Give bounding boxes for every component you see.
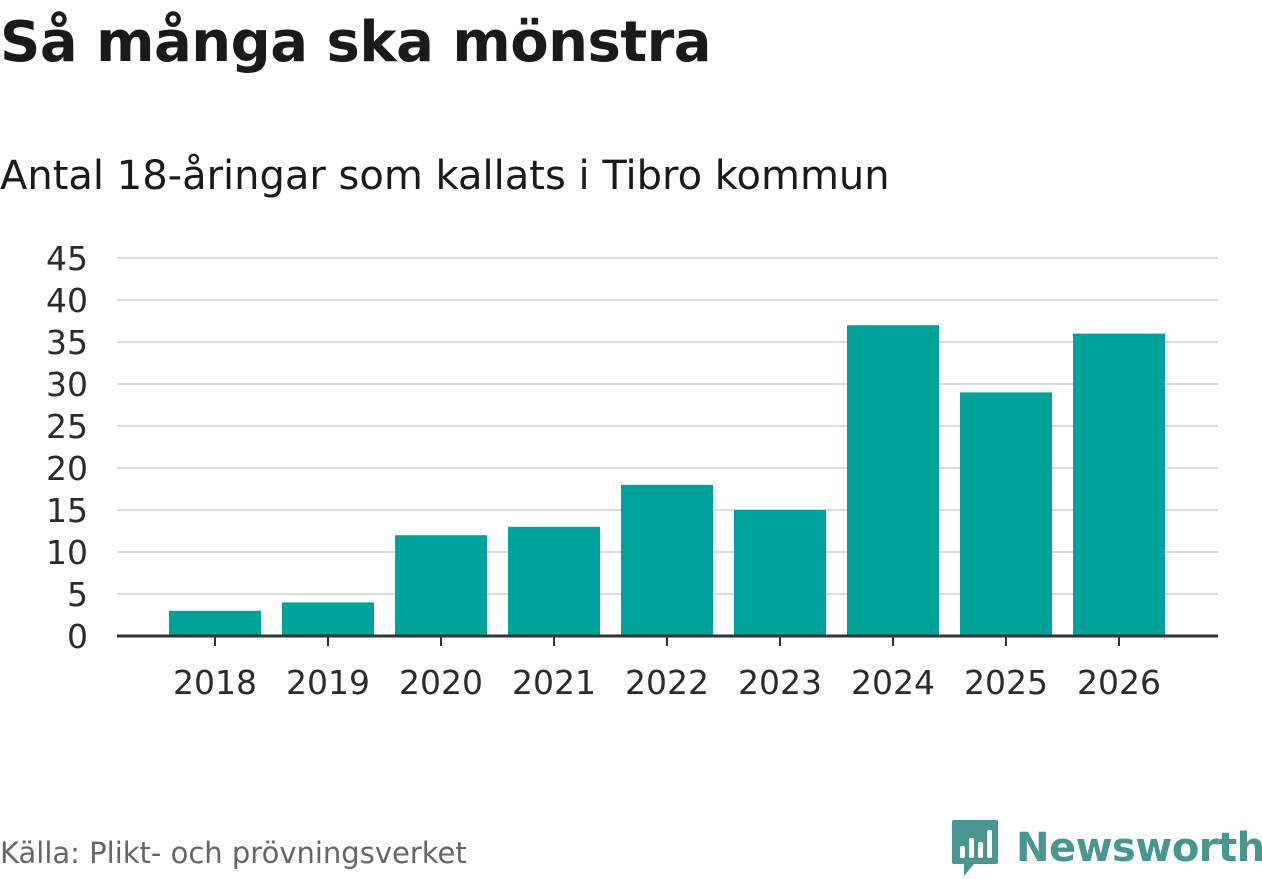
y-tick-label: 25 <box>46 407 88 446</box>
bar-2020 <box>395 535 487 636</box>
x-tick-label: 2026 <box>1077 663 1161 702</box>
y-tick-label: 5 <box>67 575 88 614</box>
y-tick-label: 35 <box>46 323 88 362</box>
bar-2023 <box>734 510 826 636</box>
bar-2026 <box>1073 333 1165 636</box>
x-tick-label: 2018 <box>173 663 257 702</box>
y-tick-label: 10 <box>46 533 88 572</box>
chart-subtitle: Antal 18-åringar som kallats i Tibro kom… <box>0 153 890 199</box>
brand-logo: Newsworthy <box>950 818 1262 878</box>
y-tick-label: 15 <box>46 491 88 530</box>
x-axis-tick-labels: 2018 2019 2020 2021 2022 2023 2024 2025 2026 <box>173 636 1161 702</box>
y-tick-label: 0 <box>67 617 88 656</box>
newsworthy-logo-icon <box>952 820 998 876</box>
bar-2025 <box>960 392 1052 636</box>
x-tick-label: 2019 <box>286 663 370 702</box>
bar-2021 <box>508 526 600 636</box>
bar-2019 <box>282 602 374 636</box>
brand-name: Newsworthy <box>1016 825 1262 871</box>
x-tick-label: 2024 <box>851 663 935 702</box>
x-tick-label: 2025 <box>964 663 1048 702</box>
bar-2024 <box>847 325 939 636</box>
bars <box>169 325 1165 636</box>
x-tick-label: 2022 <box>625 663 709 702</box>
chart-title: Så många ska mönstra <box>0 10 712 75</box>
y-tick-label: 40 <box>46 281 88 320</box>
source-note: Källa: Plikt- och prövningsverket <box>0 836 467 870</box>
x-tick-label: 2023 <box>738 663 822 702</box>
y-tick-label: 20 <box>46 449 88 488</box>
y-tick-label: 45 <box>46 239 88 278</box>
x-tick-label: 2020 <box>399 663 483 702</box>
x-tick-label: 2021 <box>512 663 596 702</box>
bar-2022 <box>621 484 713 636</box>
y-tick-label: 30 <box>46 365 88 404</box>
bar-2018 <box>169 610 261 636</box>
